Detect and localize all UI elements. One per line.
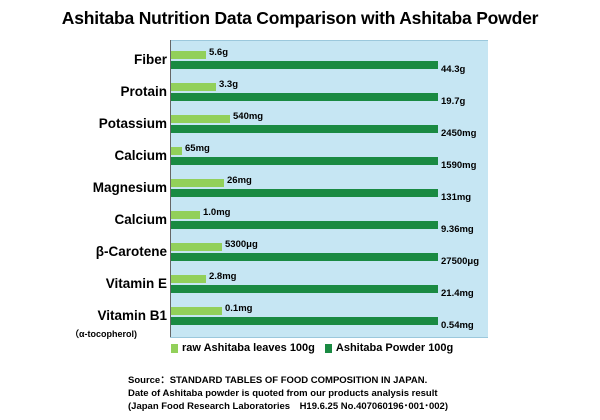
value-label-raw: 26mg <box>227 175 252 186</box>
category-label: Protain <box>120 84 167 99</box>
category-label: Calcium <box>114 212 167 227</box>
bar-raw <box>171 51 206 59</box>
legend-label-powder: Ashitaba Powder 100g <box>335 342 454 354</box>
legend-item-powder: Ashitaba Powder 100g <box>324 342 454 354</box>
category-label: Magnesium <box>92 180 167 195</box>
value-label-powder: 1590mg <box>441 160 477 171</box>
legend-item-raw: raw Ashitaba leaves 100g <box>171 342 315 354</box>
source-line-2: Date of Ashitaba powder is quoted from o… <box>128 388 438 399</box>
bar-raw <box>171 211 200 219</box>
category-label: Fiber <box>133 52 167 67</box>
chart-title: Ashitaba Nutrition Data Comparison with … <box>61 8 539 28</box>
value-label-powder: 19.7g <box>441 96 466 107</box>
legend-swatch-raw <box>171 343 178 353</box>
source-line-1: Source：STANDARD TABLES OF FOOD COMPOSITI… <box>128 375 428 386</box>
bar-powder <box>171 221 438 229</box>
category-label: Potassium <box>98 116 167 131</box>
value-label-powder: 21.4mg <box>441 288 474 299</box>
value-label-raw: 0.1mg <box>225 303 253 314</box>
bar-raw <box>171 307 222 315</box>
value-label-raw: 1.0mg <box>203 207 231 218</box>
bar-powder <box>171 93 438 101</box>
legend-swatch-powder <box>324 343 332 353</box>
value-label-raw: 540mg <box>233 111 264 122</box>
value-label-raw: 3.3g <box>219 79 239 90</box>
bar-raw <box>171 115 230 123</box>
bar-powder <box>171 125 438 133</box>
value-label-raw: 2.8mg <box>209 271 237 282</box>
value-label-powder: 0.54mg <box>441 320 474 331</box>
bar-powder <box>171 253 438 261</box>
category-label: Calcium <box>114 148 167 163</box>
category-label: Vitamin E <box>105 276 167 291</box>
bar-powder <box>171 285 438 293</box>
value-label-powder: 9.36mg <box>441 224 474 235</box>
value-label-raw: 5.6g <box>209 47 229 58</box>
bar-raw <box>171 147 182 155</box>
bar-powder <box>171 157 438 165</box>
bar-powder <box>171 317 438 325</box>
value-label-powder: 2450mg <box>441 128 477 139</box>
value-label-powder: 131mg <box>441 192 472 203</box>
chart-legend: raw Ashitaba leaves 100g Ashitaba Powder… <box>171 340 463 356</box>
value-label-raw: 5300μg <box>225 239 258 250</box>
bar-raw <box>171 179 224 187</box>
bar-raw <box>171 243 222 251</box>
value-label-raw: 65mg <box>185 143 210 154</box>
bar-raw <box>171 275 206 283</box>
bar-raw <box>171 83 216 91</box>
category-note: （α-tocopherol) <box>70 329 138 339</box>
value-label-powder: 27500μg <box>441 256 480 267</box>
value-label-powder: 44.3g <box>441 64 466 75</box>
source-note: Source：STANDARD TABLES OF FOOD COMPOSITI… <box>128 374 448 413</box>
category-axis-line <box>170 40 171 337</box>
source-line-3: (Japan Food Research Laboratories H19.6.… <box>128 401 448 412</box>
bar-powder <box>171 189 438 197</box>
category-label: β-Carotene <box>95 244 167 259</box>
legend-label-raw: raw Ashitaba leaves 100g <box>182 342 315 354</box>
bar-powder <box>171 61 438 69</box>
category-label: Vitamin B1 <box>97 308 167 323</box>
